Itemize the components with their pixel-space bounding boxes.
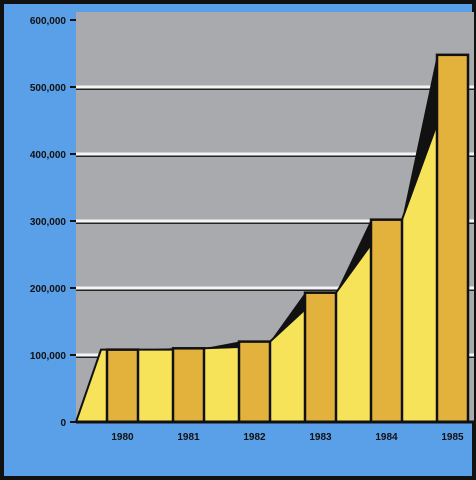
x-tick-label: 1985: [441, 432, 464, 443]
bar-1980: [105, 348, 140, 424]
ramp-1980-1981: [137, 348, 174, 423]
bar-1982: [237, 340, 272, 424]
bar-1983: [303, 291, 338, 424]
x-tick-label: 1983: [309, 432, 332, 443]
bar-1985: [435, 53, 470, 424]
x-tick-label: 1982: [243, 432, 266, 443]
y-tick-label: 500,000: [30, 83, 67, 94]
y-tick-label: 100,000: [30, 351, 67, 362]
ramp-shadow: [270, 292, 305, 342]
x-tick-label: 1981: [177, 432, 200, 443]
ramp-shadow: [336, 219, 371, 293]
y-tick-label: 600,000: [30, 16, 67, 27]
x-tick-label: 1984: [375, 432, 398, 443]
y-tick-label: 0: [60, 418, 66, 429]
y-tick-label: 200,000: [30, 284, 67, 295]
y-tick-label: 300,000: [30, 217, 67, 228]
ramp-shadow: [402, 54, 437, 220]
x-tick-label: 1980: [111, 432, 134, 443]
y-tick-label: 400,000: [30, 150, 67, 161]
ramp-1981-1982: [203, 345, 240, 423]
bar-1981: [171, 347, 206, 424]
bar-1984: [369, 218, 404, 424]
